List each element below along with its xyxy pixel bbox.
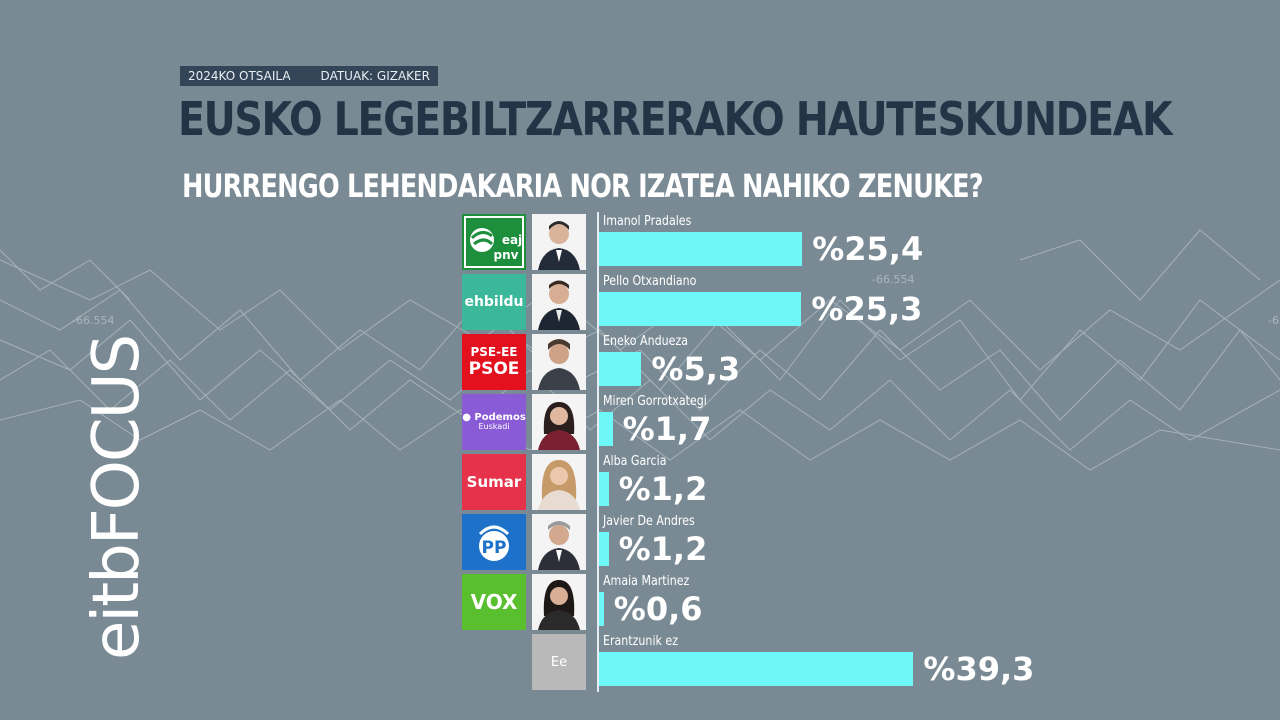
candidate-photo bbox=[532, 514, 586, 570]
eitb-focus-logo-text: eitbFOCUS bbox=[80, 336, 150, 660]
bar bbox=[599, 232, 803, 266]
chart-row: PSE-EE PSOE Eneko Andueza %5,3 bbox=[0, 334, 1280, 394]
value-label: %25,4 bbox=[812, 230, 924, 268]
date-label: 2024KO OTSAILA bbox=[188, 69, 291, 83]
bar bbox=[599, 352, 642, 386]
value-label: %0,6 bbox=[613, 590, 703, 628]
svg-text:pnv: pnv bbox=[494, 248, 519, 262]
value-label: %1,7 bbox=[622, 410, 712, 448]
bg-label-mid: -66.554 bbox=[872, 273, 914, 286]
svg-text:PP: PP bbox=[482, 538, 507, 558]
value-label: %25,3 bbox=[811, 290, 923, 328]
bar bbox=[599, 292, 802, 326]
source-label: DATUAK: GIZAKER bbox=[320, 69, 430, 83]
page-title: EUSKO LEGEBILTZARRERAKO HAUTESKUNDEAK bbox=[178, 92, 1173, 146]
chart-row: VOX Amaia Martinez %0,6 bbox=[0, 574, 1280, 634]
sumar-logo: Sumar bbox=[462, 454, 526, 510]
candidate-name: Miren Gorrotxategi bbox=[603, 394, 707, 409]
bar bbox=[599, 532, 609, 566]
bg-label-left: -66.554 bbox=[72, 314, 114, 327]
candidate-photo bbox=[532, 454, 586, 510]
vox-logo: VOX bbox=[462, 574, 526, 630]
candidate-photo bbox=[532, 274, 586, 330]
svg-text:eaj: eaj bbox=[502, 233, 522, 247]
chart-row: PP Javier De Andres %1,2 bbox=[0, 514, 1280, 574]
candidate-name: Erantzunik ez bbox=[603, 634, 679, 649]
candidate-photo bbox=[532, 394, 586, 450]
chart-row: Ee Erantzunik ez %39,3 bbox=[0, 634, 1280, 694]
bg-label-right: -6 bbox=[1268, 314, 1279, 327]
candidate-name: Amaia Martinez bbox=[603, 574, 690, 589]
eaj-pnv-logo: eaj pnv bbox=[462, 214, 526, 270]
bar bbox=[599, 472, 609, 506]
ehbildu-logo: ehbildu bbox=[462, 274, 526, 330]
pse-psoe-logo: PSE-EE PSOE bbox=[462, 334, 526, 390]
candidate-name: Alba Garcia bbox=[603, 454, 667, 469]
chart-row: Sumar Alba Garcia %1,2 bbox=[0, 454, 1280, 514]
no-answer-placeholder: Ee bbox=[532, 634, 586, 690]
bar bbox=[599, 652, 914, 686]
no-answer-placeholder-label: Ee bbox=[550, 654, 568, 670]
candidate-name: Pello Otxandiano bbox=[603, 274, 697, 289]
eitb-focus-logo: eitbFOCUS bbox=[70, 205, 154, 665]
chart-row: ehbildu Pello Otxandiano %25,3 bbox=[0, 274, 1280, 334]
candidate-name: Imanol Pradales bbox=[603, 214, 692, 229]
value-label: %1,2 bbox=[618, 470, 708, 508]
candidate-name: Eneko Andueza bbox=[603, 334, 689, 349]
chart-row: eaj pnv Imanol Pradales %25,4 bbox=[0, 214, 1280, 274]
podemos-logo: ● Podemos Euskadi bbox=[462, 394, 526, 450]
chart-axis-line bbox=[597, 212, 599, 692]
candidate-photo bbox=[532, 574, 586, 630]
candidate-photo bbox=[532, 214, 586, 270]
bar bbox=[599, 592, 604, 626]
value-label: %1,2 bbox=[618, 530, 708, 568]
meta-bar: 2024KO OTSAILA DATUAK: GIZAKER bbox=[180, 66, 438, 86]
value-label: %5,3 bbox=[651, 350, 741, 388]
pp-logo: PP bbox=[462, 514, 526, 570]
page-subtitle: HURRENGO LEHENDAKARIA NOR IZATEA NAHIKO … bbox=[182, 167, 984, 205]
candidate-photo bbox=[532, 334, 586, 390]
value-label: %39,3 bbox=[923, 650, 1035, 688]
chart-row: ● Podemos Euskadi Miren Gorrotxategi %1,7 bbox=[0, 394, 1280, 454]
candidate-name: Javier De Andres bbox=[603, 514, 695, 529]
bar bbox=[599, 412, 613, 446]
